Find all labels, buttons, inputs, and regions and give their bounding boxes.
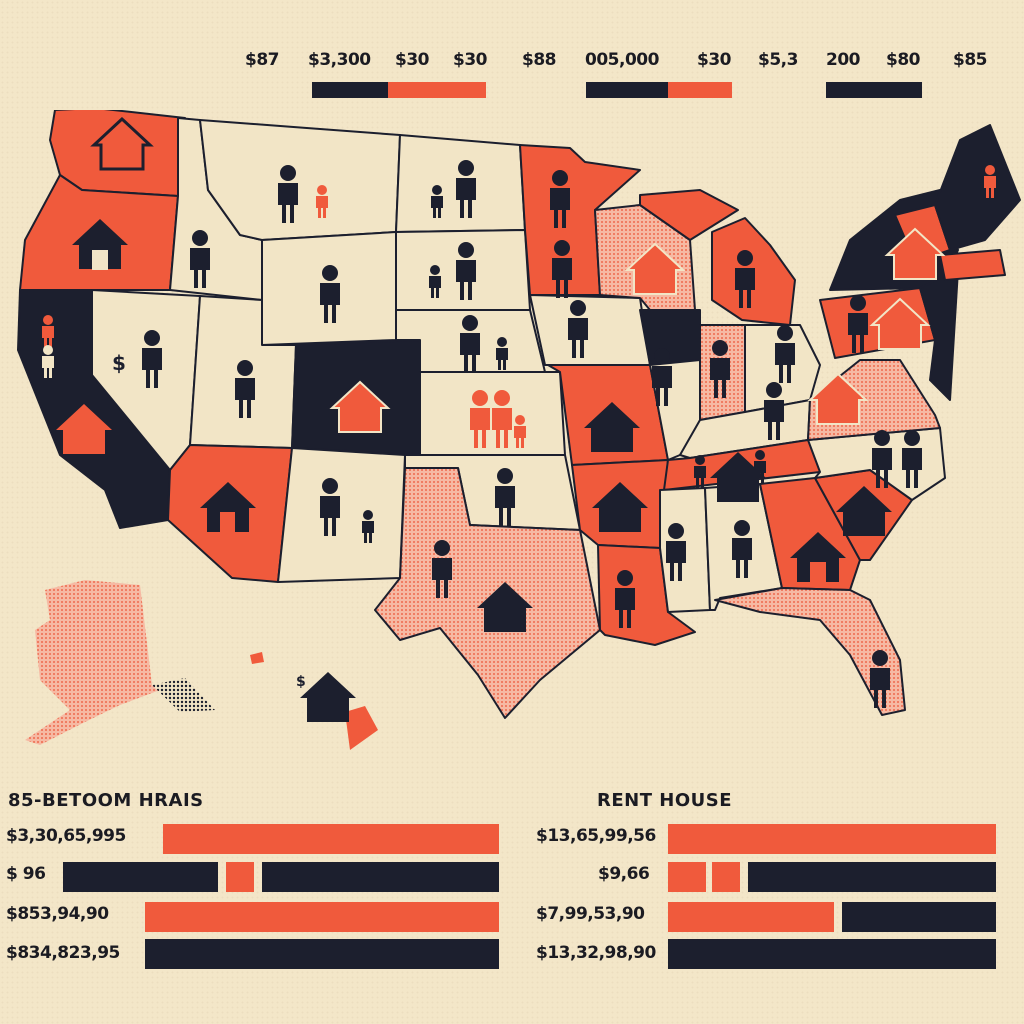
state-montana xyxy=(199,119,401,241)
right-bar-orange xyxy=(668,824,996,854)
legend-swatch-orange xyxy=(668,82,732,98)
right-row-label: $13,65,99,56 xyxy=(536,826,656,846)
left-bar-navy xyxy=(63,862,218,892)
legend-value: 005,000 xyxy=(585,50,659,70)
left-bar-orange xyxy=(145,902,499,932)
state-maine xyxy=(934,124,1021,251)
left-panel-title: 85-BETOOM HRAIS xyxy=(8,790,204,811)
right-row-label: $7,99,53,90 xyxy=(536,904,645,924)
state-alaska xyxy=(25,580,195,745)
state-michigan-upper xyxy=(639,189,739,241)
legend-value: $5,3 xyxy=(758,50,798,70)
house-icon xyxy=(300,672,356,722)
legend-value: 200 xyxy=(826,50,861,70)
legend-value: $87 xyxy=(245,50,280,70)
legend-value: $88 xyxy=(522,50,557,70)
legend-value: $80 xyxy=(886,50,921,70)
left-bar-orange xyxy=(226,862,254,892)
dollar-sign: $ xyxy=(112,351,126,375)
left-row-label: $834,823,95 xyxy=(6,943,120,963)
legend-value: $30 xyxy=(453,50,488,70)
right-bar-orange xyxy=(712,862,740,892)
right-row-label: $13,32,98,90 xyxy=(536,943,656,963)
dollar-sign: $ xyxy=(296,674,306,690)
state-alaska-panhandle xyxy=(152,678,215,712)
state-texas xyxy=(374,467,601,719)
left-bar-navy xyxy=(262,862,499,892)
right-panel-title: RENT HOUSE xyxy=(597,790,733,811)
map-icons xyxy=(42,117,996,722)
legend-value: $30 xyxy=(395,50,430,70)
house-door xyxy=(220,512,235,532)
state-new-mexico xyxy=(277,447,406,583)
right-row-label: $9,66 xyxy=(598,864,650,884)
house-door xyxy=(810,562,826,582)
right-bar-orange xyxy=(668,902,834,932)
left-row-label: $853,94,90 xyxy=(6,904,109,924)
state-illinois xyxy=(639,309,701,366)
legend-swatch-navy xyxy=(826,82,922,98)
right-bar-orange xyxy=(668,862,706,892)
house-door xyxy=(92,250,108,270)
left-bar-navy xyxy=(145,939,499,969)
legend-swatch-orange xyxy=(388,82,486,98)
left-row-label: $ 96 xyxy=(6,864,46,884)
state-hawaii xyxy=(345,706,378,750)
state-massachusetts xyxy=(939,249,1006,281)
state-florida xyxy=(714,587,906,716)
right-bar-navy xyxy=(668,939,996,969)
top-legend: $87 $3,300 $30 $30 $88 005,000 $30 $5,3 … xyxy=(0,50,1024,110)
state-hawaii-small xyxy=(250,652,264,664)
right-bar-navy xyxy=(842,902,996,932)
legend-value: $3,300 xyxy=(308,50,371,70)
legend-value: $85 xyxy=(953,50,988,70)
legend-value: $30 xyxy=(697,50,732,70)
right-bar-navy xyxy=(748,862,996,892)
left-row-label: $3,30,65,995 xyxy=(6,826,126,846)
legend-swatch-navy xyxy=(586,82,668,98)
state-iowa xyxy=(529,294,651,366)
left-bar-orange xyxy=(163,824,499,854)
legend-swatch-navy xyxy=(312,82,388,98)
us-map: $ $ xyxy=(17,110,1021,750)
